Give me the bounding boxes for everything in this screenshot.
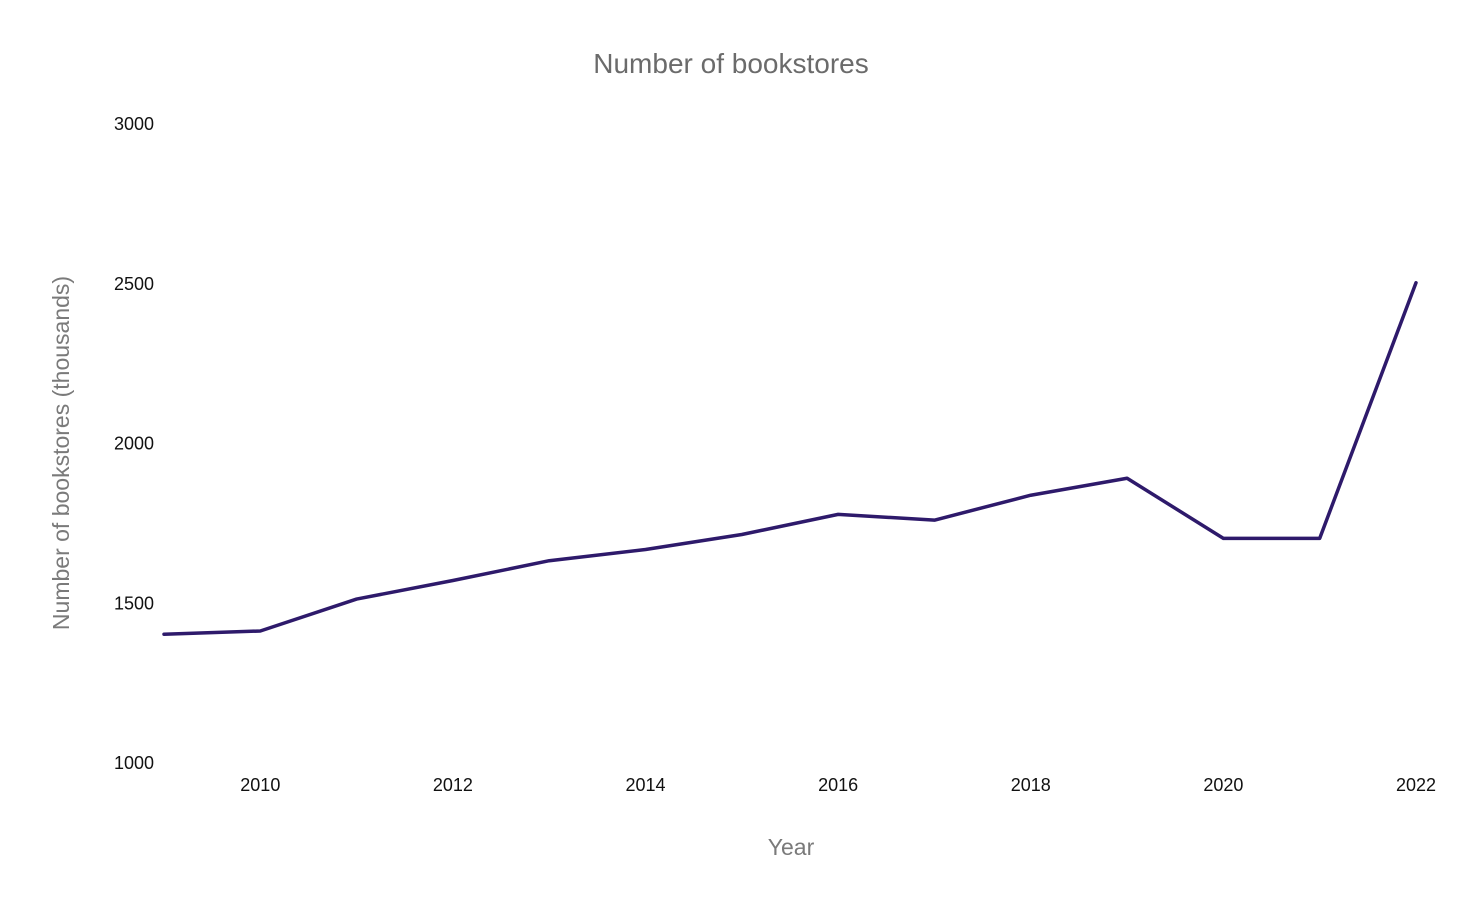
x-tick-label: 2022 [1396, 775, 1436, 795]
x-tick-label: 2014 [626, 775, 666, 795]
x-tick-label: 2020 [1203, 775, 1243, 795]
x-tick-label: 2018 [1011, 775, 1051, 795]
series-line [162, 281, 1418, 636]
x-tick-label: 2012 [433, 775, 473, 795]
x-axis-title: Year [768, 834, 815, 860]
y-axis-title: Number of bookstores (thousands) [48, 276, 74, 630]
y-tick-label: 2000 [114, 434, 154, 454]
x-axis-ticks: 2010 2012 2014 2016 2018 2020 2022 [240, 775, 1436, 795]
x-tick-label: 2016 [818, 775, 858, 795]
x-tick-label: 2010 [240, 775, 280, 795]
series-group [162, 281, 1418, 636]
y-tick-label: 1500 [114, 593, 154, 613]
y-tick-label: 1000 [114, 753, 154, 773]
y-tick-label: 2500 [114, 274, 154, 294]
chart-title: Number of bookstores [593, 48, 868, 79]
y-tick-label: 3000 [114, 114, 154, 134]
y-axis-ticks: 1000 1500 2000 2500 3000 [114, 114, 154, 773]
